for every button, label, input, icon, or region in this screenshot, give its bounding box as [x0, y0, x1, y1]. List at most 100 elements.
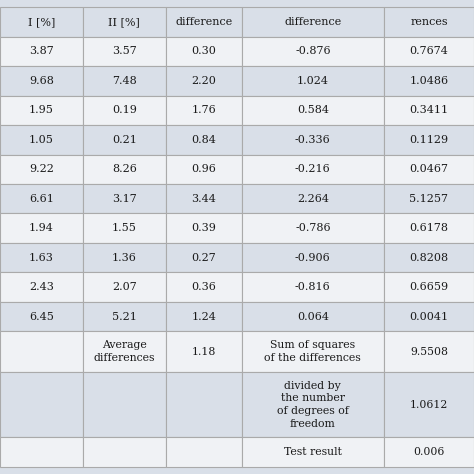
Bar	[0, 372, 83, 438]
Bar	[242, 302, 384, 331]
Text: 9.22: 9.22	[29, 164, 54, 174]
Bar	[0, 66, 83, 96]
Text: 1.95: 1.95	[29, 105, 54, 115]
Bar	[83, 243, 166, 273]
Bar	[384, 7, 474, 36]
Text: Sum of squares
of the differences: Sum of squares of the differences	[264, 340, 361, 363]
Text: 6.45: 6.45	[29, 311, 54, 322]
Text: 0.21: 0.21	[112, 135, 137, 145]
Bar	[242, 66, 384, 96]
Text: difference: difference	[284, 17, 341, 27]
Bar	[166, 243, 242, 273]
Text: 1.94: 1.94	[29, 223, 54, 233]
Bar	[83, 184, 166, 213]
Text: 3.17: 3.17	[112, 194, 137, 204]
Text: 0.27: 0.27	[191, 253, 216, 263]
Bar	[242, 372, 384, 438]
Text: I [%]: I [%]	[28, 17, 55, 27]
Bar	[166, 372, 242, 438]
Bar	[384, 331, 474, 372]
Bar	[166, 438, 242, 467]
Bar	[384, 438, 474, 467]
Text: 0.84: 0.84	[191, 135, 216, 145]
Text: 5.1257: 5.1257	[410, 194, 448, 204]
Text: 1.024: 1.024	[297, 76, 329, 86]
Text: 0.584: 0.584	[297, 105, 329, 115]
Bar	[83, 66, 166, 96]
Text: divided by
the number
of degrees of
freedom: divided by the number of degrees of free…	[277, 381, 349, 429]
Bar	[0, 7, 83, 36]
Bar	[83, 438, 166, 467]
Text: difference: difference	[175, 17, 232, 27]
Bar	[83, 213, 166, 243]
Text: 0.19: 0.19	[112, 105, 137, 115]
Bar	[166, 331, 242, 372]
Text: Test result: Test result	[284, 447, 342, 457]
Text: 1.24: 1.24	[191, 311, 216, 322]
Bar	[0, 302, 83, 331]
Text: 1.55: 1.55	[112, 223, 137, 233]
Bar	[384, 96, 474, 125]
Bar	[0, 125, 83, 155]
Text: rences: rences	[410, 17, 448, 27]
Text: 0.6659: 0.6659	[410, 282, 448, 292]
Text: 1.76: 1.76	[191, 105, 216, 115]
Bar	[0, 184, 83, 213]
Bar	[242, 96, 384, 125]
Text: 1.0486: 1.0486	[410, 76, 448, 86]
Text: -0.816: -0.816	[295, 282, 331, 292]
Bar	[384, 125, 474, 155]
Bar	[384, 155, 474, 184]
Text: 0.6178: 0.6178	[410, 223, 448, 233]
Text: 7.48: 7.48	[112, 76, 137, 86]
Bar	[166, 273, 242, 302]
Text: 0.064: 0.064	[297, 311, 329, 322]
Text: 1.05: 1.05	[29, 135, 54, 145]
Text: 0.8208: 0.8208	[410, 253, 448, 263]
Text: 2.20: 2.20	[191, 76, 216, 86]
Text: 3.44: 3.44	[191, 194, 216, 204]
Text: 9.5508: 9.5508	[410, 347, 448, 357]
Bar	[242, 331, 384, 372]
Bar	[166, 96, 242, 125]
Text: -0.216: -0.216	[295, 164, 331, 174]
Bar	[166, 125, 242, 155]
Bar	[83, 96, 166, 125]
Bar	[83, 7, 166, 36]
Text: 0.7674: 0.7674	[410, 46, 448, 56]
Bar	[242, 213, 384, 243]
Bar	[242, 243, 384, 273]
Bar	[242, 125, 384, 155]
Text: -0.906: -0.906	[295, 253, 331, 263]
Bar	[384, 372, 474, 438]
Text: 8.26: 8.26	[112, 164, 137, 174]
Bar	[83, 155, 166, 184]
Bar	[384, 213, 474, 243]
Text: 2.07: 2.07	[112, 282, 137, 292]
Bar	[0, 213, 83, 243]
Bar	[0, 331, 83, 372]
Bar	[83, 36, 166, 66]
Bar	[242, 184, 384, 213]
Text: 1.36: 1.36	[112, 253, 137, 263]
Text: -0.786: -0.786	[295, 223, 331, 233]
Bar	[83, 302, 166, 331]
Bar	[242, 273, 384, 302]
Bar	[166, 7, 242, 36]
Text: 6.61: 6.61	[29, 194, 54, 204]
Bar	[166, 66, 242, 96]
Text: 0.0467: 0.0467	[410, 164, 448, 174]
Bar	[242, 36, 384, 66]
Text: 1.0612: 1.0612	[410, 400, 448, 410]
Bar	[384, 184, 474, 213]
Bar	[384, 302, 474, 331]
Text: 0.96: 0.96	[191, 164, 216, 174]
Bar	[242, 438, 384, 467]
Bar	[83, 125, 166, 155]
Bar	[166, 302, 242, 331]
Bar	[166, 155, 242, 184]
Text: 0.1129: 0.1129	[410, 135, 448, 145]
Bar	[0, 155, 83, 184]
Text: 0.39: 0.39	[191, 223, 216, 233]
Text: 0.3411: 0.3411	[410, 105, 448, 115]
